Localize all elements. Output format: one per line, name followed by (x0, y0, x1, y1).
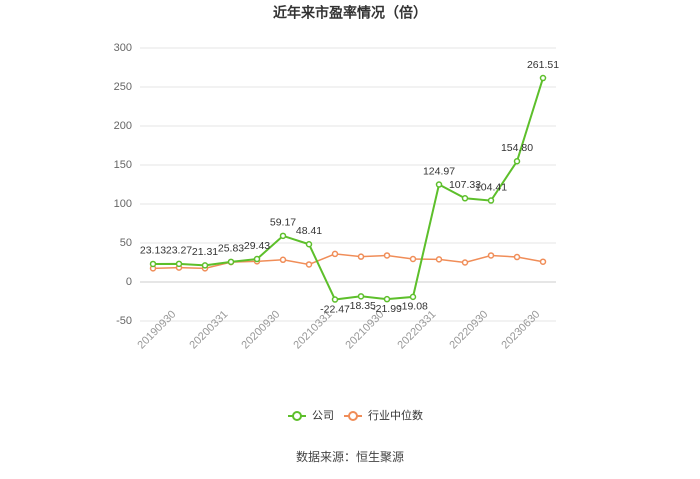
point (227, 258, 235, 266)
data-label: 124.97 (423, 165, 455, 177)
data-label: -18.35 (346, 300, 376, 312)
point (305, 261, 313, 268)
y-tick-label: 250 (114, 81, 132, 93)
data-label: 107.33 (449, 179, 481, 191)
point (279, 256, 287, 264)
x-tick-label: 20190930 (135, 308, 178, 351)
data-label: 59.17 (270, 217, 296, 229)
series-line (152, 253, 544, 270)
x-tick-label: 20200930 (239, 308, 282, 351)
legend-marker (348, 411, 358, 421)
data-label: 48.41 (296, 225, 322, 237)
point (539, 258, 547, 265)
source: 数据来源：恒生聚源 (296, 449, 404, 464)
point (461, 259, 469, 266)
series-line (152, 77, 544, 301)
x-tick-label: 20200331 (187, 308, 230, 351)
point (383, 295, 391, 303)
point (409, 293, 417, 301)
chart-title: 近年来市盈率情况（倍） (273, 5, 427, 21)
point (539, 74, 547, 82)
point (513, 253, 521, 261)
point (331, 250, 339, 258)
data-label: -19.08 (398, 301, 428, 313)
point (305, 240, 313, 248)
point (513, 158, 521, 165)
point (357, 293, 365, 300)
point (357, 253, 365, 260)
y-tick-label: 100 (114, 198, 132, 210)
data-label: 21.31 (192, 246, 218, 258)
data-label: -21.99 (372, 303, 402, 315)
data-label: 23.13 (140, 245, 166, 257)
point (253, 255, 261, 263)
point (435, 256, 443, 263)
data-label: -22.47 (320, 303, 350, 315)
point (331, 296, 339, 303)
y-tick-label: 200 (114, 120, 132, 132)
data-label: 261.51 (527, 59, 559, 71)
x-tick-label: 20230630 (499, 308, 542, 351)
data-label: 23.27 (166, 245, 192, 257)
legend-marker (292, 411, 302, 421)
point (383, 252, 391, 259)
data-label: 104.41 (475, 181, 507, 193)
point (279, 232, 287, 240)
point (409, 255, 417, 263)
data-label: 25.83 (218, 243, 244, 255)
y-tick-label: 0 (126, 276, 132, 288)
point (487, 197, 495, 204)
point (435, 181, 443, 188)
data-label: 29.43 (244, 240, 270, 252)
legend-label: 行业中位数 (368, 408, 423, 422)
x-tick-label: 20220930 (447, 308, 490, 351)
point (149, 260, 157, 268)
y-tick-label: 50 (120, 237, 132, 249)
data-label: 154.80 (501, 142, 533, 154)
point (487, 252, 495, 259)
point (175, 260, 183, 268)
point (461, 195, 469, 202)
y-tick-label: -50 (116, 315, 132, 327)
y-tick-label: 300 (114, 42, 132, 54)
legend-label: 公司 (312, 410, 334, 422)
y-tick-label: 150 (114, 159, 132, 171)
point (201, 262, 209, 269)
